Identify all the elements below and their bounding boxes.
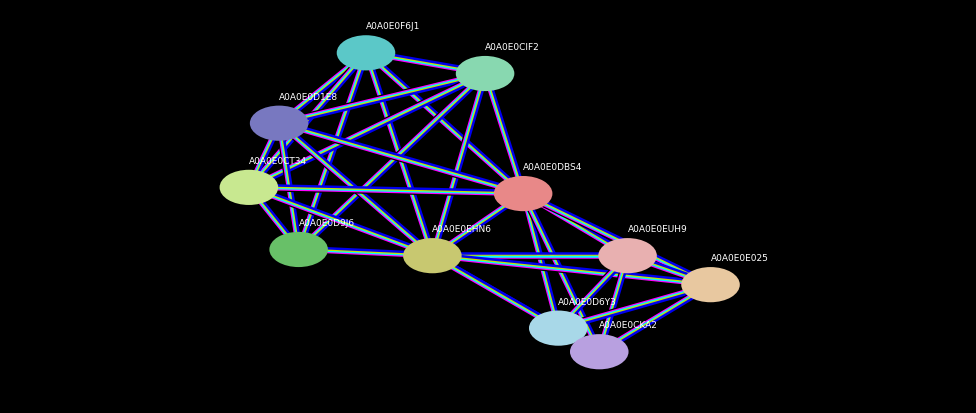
Ellipse shape [681, 268, 740, 302]
Ellipse shape [337, 36, 395, 71]
Text: A0A0E0EUH9: A0A0E0EUH9 [628, 225, 687, 234]
Ellipse shape [494, 177, 552, 211]
Ellipse shape [529, 311, 588, 346]
Ellipse shape [403, 238, 462, 273]
Ellipse shape [598, 238, 657, 273]
Text: A0A0E0EHN6: A0A0E0EHN6 [432, 225, 492, 234]
Text: A0A0E0D9J6: A0A0E0D9J6 [299, 218, 355, 227]
Text: A0A0E0DBS4: A0A0E0DBS4 [523, 163, 583, 172]
Ellipse shape [220, 170, 278, 205]
Ellipse shape [269, 232, 328, 268]
Text: A0A0E0D1E8: A0A0E0D1E8 [279, 93, 339, 102]
Ellipse shape [570, 335, 629, 369]
Text: A0A0E0CT34: A0A0E0CT34 [249, 157, 307, 165]
Ellipse shape [456, 57, 514, 92]
Text: A0A0E0D6Y3: A0A0E0D6Y3 [558, 297, 617, 306]
Text: A0A0E0E025: A0A0E0E025 [711, 254, 768, 263]
Ellipse shape [250, 106, 308, 142]
Text: A0A0E0F6J1: A0A0E0F6J1 [366, 22, 421, 31]
Text: A0A0E0CIF2: A0A0E0CIF2 [485, 43, 540, 52]
Text: A0A0E0CKA2: A0A0E0CKA2 [599, 320, 658, 330]
